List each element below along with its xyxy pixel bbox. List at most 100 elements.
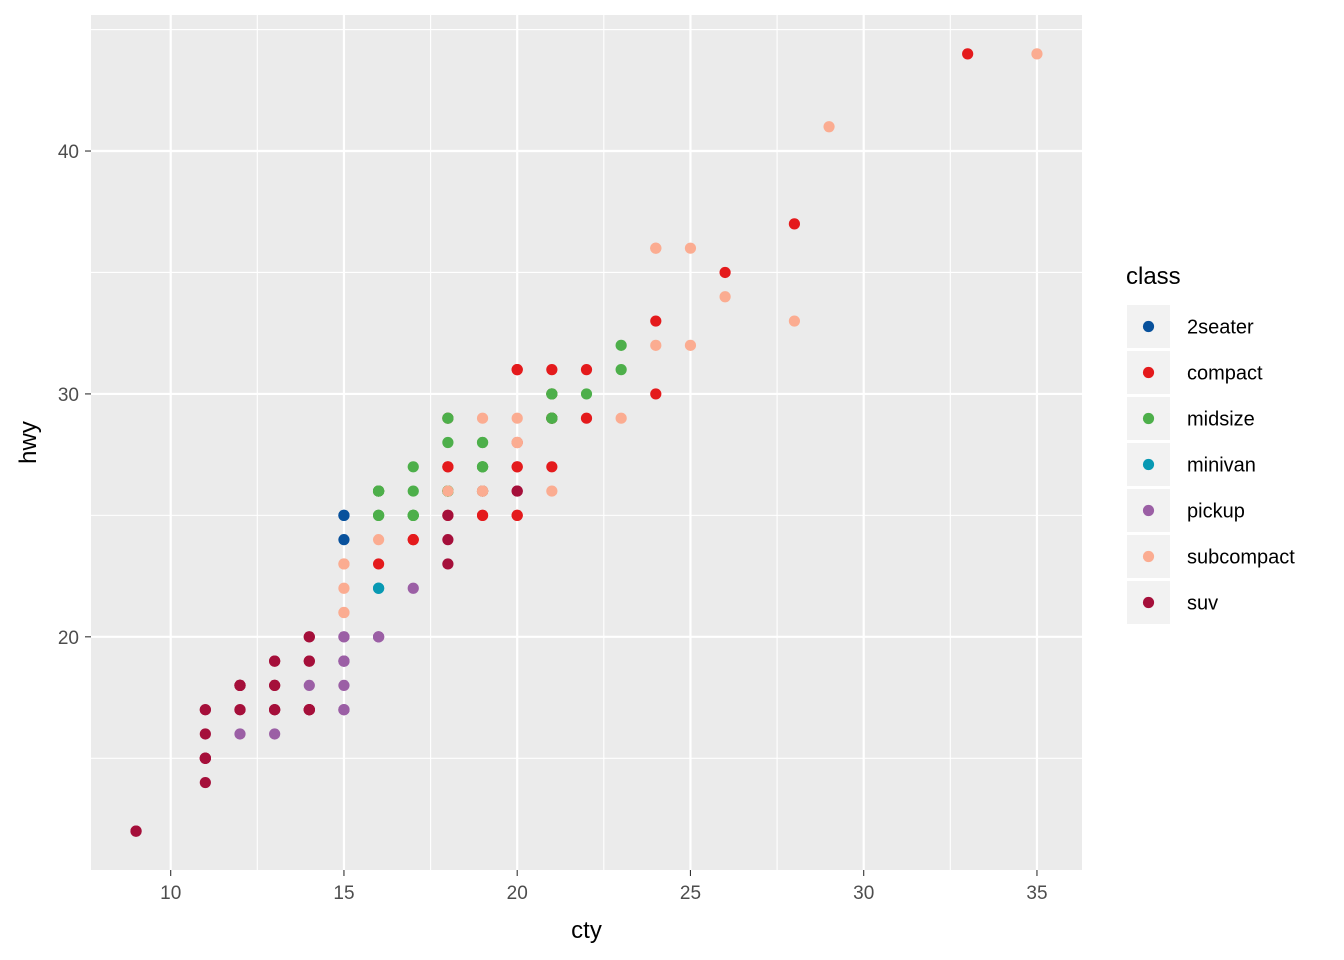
legend-swatch-2seater (1142, 320, 1155, 333)
data-point-subcompact (476, 412, 489, 424)
data-points (130, 48, 1043, 837)
x-tick-label: 20 (507, 883, 528, 904)
data-point-compact (442, 461, 454, 473)
data-point-suv (199, 704, 211, 716)
y-axis-title: hwy (15, 421, 42, 464)
data-point-midsize (615, 339, 627, 351)
x-axis-title: cty (571, 917, 602, 944)
data-point-subcompact (684, 242, 697, 254)
data-point-suv (303, 655, 315, 667)
legend-label: subcompact (1187, 547, 1295, 569)
data-point-compact (580, 412, 593, 424)
data-point-midsize (546, 388, 558, 400)
data-point-subcompact (684, 339, 697, 351)
legend-items: 2seater compact midsize minivan pickup subcom… (1127, 305, 1295, 624)
plot-panel (91, 15, 1082, 870)
legend-swatch-suv (1142, 596, 1155, 609)
data-point-compact (511, 461, 523, 473)
data-point-compact (407, 534, 419, 546)
data-point-midsize (476, 436, 489, 449)
data-point-suv (303, 704, 315, 716)
data-point-subcompact (338, 582, 350, 594)
x-tick-label: 25 (680, 883, 701, 904)
data-point-subcompact (511, 436, 523, 449)
data-point-subcompact (615, 412, 627, 424)
data-point-suv (199, 776, 211, 789)
data-point-midsize (372, 485, 385, 497)
data-point-suv (442, 509, 454, 521)
data-point-compact (719, 266, 731, 279)
data-point-compact (511, 509, 523, 521)
legend-label: midsize (1187, 409, 1255, 431)
data-point-subcompact (823, 121, 835, 133)
data-point-compact (546, 364, 558, 376)
x-tick-label: 10 (160, 883, 181, 904)
data-point-subcompact (1031, 48, 1043, 60)
x-tick-label: 30 (853, 883, 874, 904)
data-point-midsize (615, 364, 627, 376)
data-point-subcompact (442, 485, 454, 497)
data-point-suv (234, 704, 246, 716)
data-point-subcompact (719, 291, 731, 303)
legend-label: 2seater (1187, 317, 1254, 339)
legend-title: class (1126, 263, 1181, 290)
data-point-subcompact (546, 485, 558, 497)
legend-label: minivan (1187, 455, 1256, 477)
y-axis: 20 30 40 (58, 142, 91, 649)
data-point-midsize (407, 485, 419, 497)
y-tick-label: 20 (58, 628, 79, 649)
data-point-subcompact (511, 412, 523, 424)
legend: class 2seater compact midsize minivan pickup… (1126, 263, 1295, 624)
data-point-suv (269, 655, 281, 667)
legend-swatch-midsize (1142, 412, 1155, 425)
data-point-compact (546, 461, 558, 473)
data-point-compact (788, 218, 801, 230)
data-point-pickup (303, 679, 315, 691)
data-point-midsize (580, 388, 593, 400)
y-tick-label: 30 (58, 385, 79, 406)
data-point-minivan (372, 582, 385, 594)
data-point-suv (303, 631, 315, 643)
data-point-suv (269, 704, 281, 716)
data-point-subcompact (338, 558, 350, 570)
data-point-pickup (338, 679, 350, 691)
legend-label: suv (1187, 593, 1218, 615)
data-point-suv (442, 558, 454, 570)
data-point-compact (580, 364, 593, 376)
data-point-subcompact (650, 339, 662, 351)
legend-swatch-minivan (1142, 458, 1155, 471)
data-point-midsize (546, 412, 558, 424)
data-point-midsize (442, 436, 454, 449)
data-point-pickup (234, 728, 246, 740)
data-point-midsize (407, 461, 419, 473)
data-point-compact (476, 509, 489, 521)
data-point-compact (511, 364, 523, 376)
legend-label: pickup (1187, 501, 1245, 523)
data-point-suv (442, 534, 454, 546)
data-point-subcompact (650, 242, 662, 254)
data-point-pickup (338, 655, 350, 667)
data-point-pickup (338, 704, 350, 716)
data-point-pickup (269, 728, 281, 740)
data-point-subcompact (788, 315, 801, 327)
data-point-midsize (476, 461, 489, 473)
x-tick-label: 15 (333, 883, 354, 904)
legend-swatch-subcompact (1142, 550, 1155, 563)
data-point-subcompact (372, 534, 385, 546)
data-point-midsize (372, 509, 385, 521)
data-point-suv (130, 825, 142, 837)
data-point-compact (650, 315, 662, 327)
data-point-pickup (338, 631, 350, 643)
x-axis: 10 15 20 25 30 35 (160, 870, 1048, 904)
data-point-midsize (442, 412, 454, 424)
data-point-subcompact (476, 485, 489, 497)
data-point-suv (269, 679, 281, 691)
legend-swatch-pickup (1142, 504, 1155, 517)
data-point-pickup (407, 582, 419, 594)
legend-swatch-compact (1142, 366, 1155, 379)
data-point-compact (962, 48, 974, 60)
data-point-pickup (372, 631, 385, 643)
data-point-2seater (338, 509, 350, 521)
x-tick-label: 35 (1026, 883, 1047, 904)
